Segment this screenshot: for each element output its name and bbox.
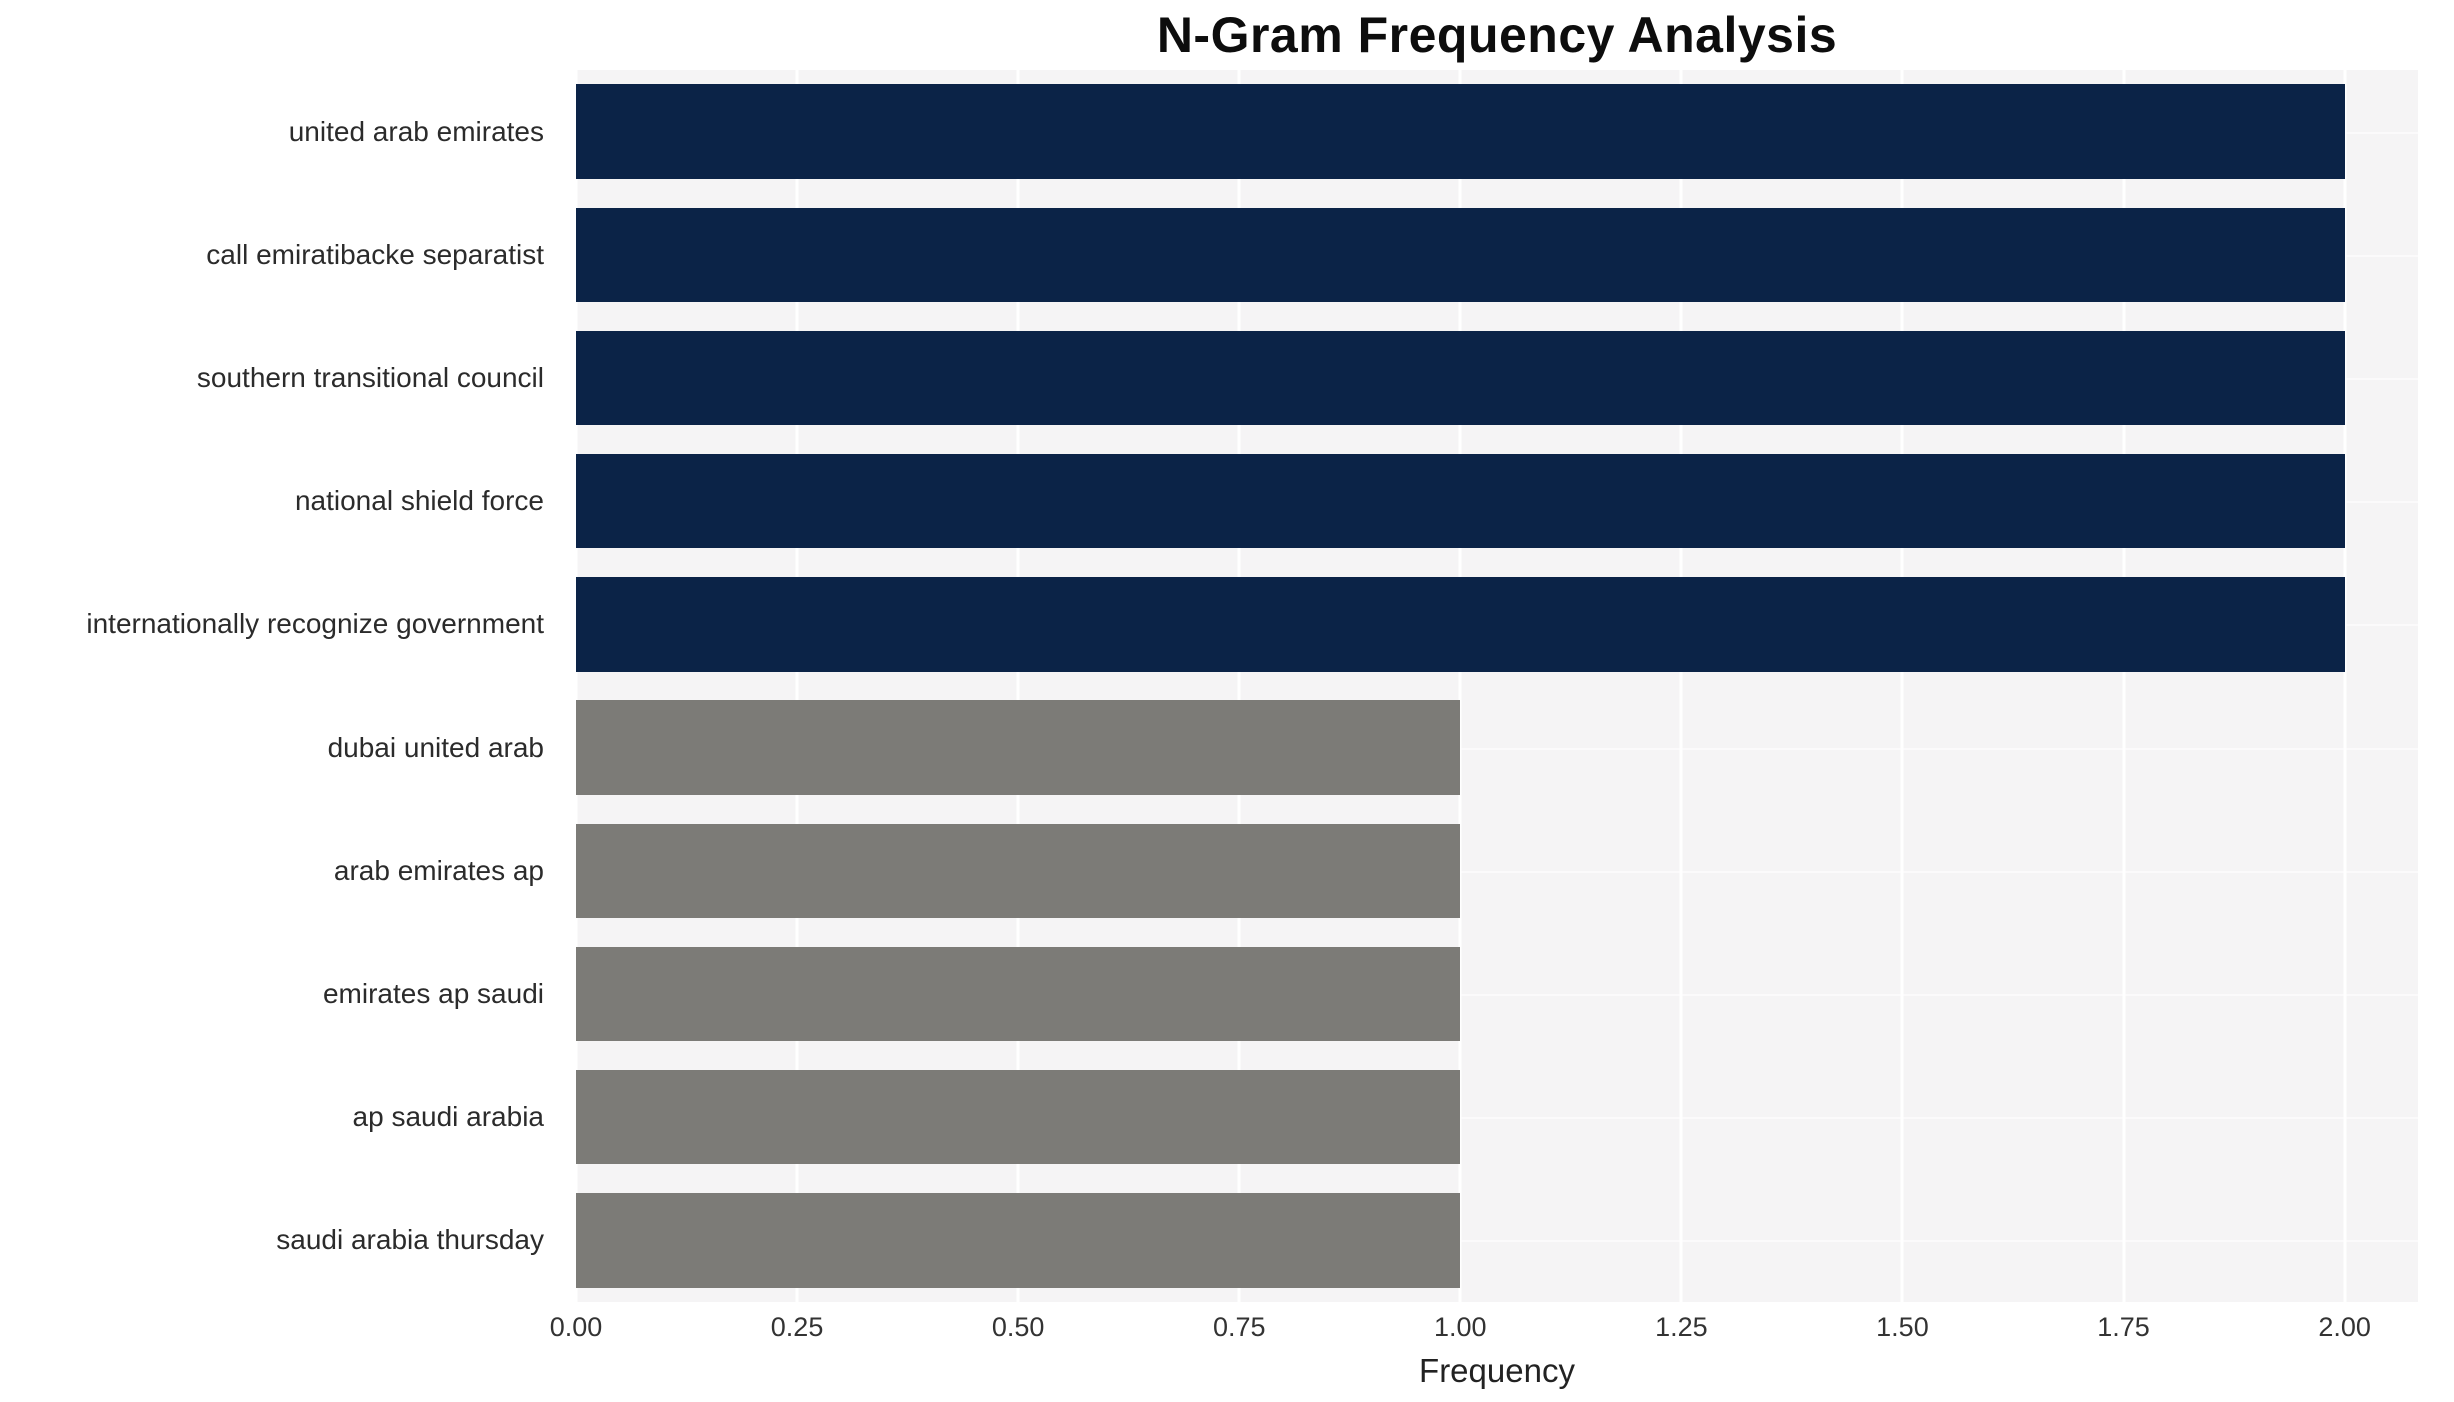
- bar: [576, 330, 2345, 426]
- gridline-vertical: [2343, 70, 2347, 1302]
- y-axis-label: dubai united arab: [327, 731, 544, 763]
- y-axis-label: internationally recognize government: [86, 608, 544, 640]
- y-axis-label: call emiratibacke separatist: [206, 238, 544, 270]
- x-tick-label: 1.50: [1876, 1312, 1929, 1342]
- bar: [576, 700, 1461, 795]
- x-tick-label: 0.75: [1212, 1312, 1266, 1342]
- gridline-vertical: [1900, 70, 1904, 1302]
- x-tick-label: 0.50: [991, 1312, 1045, 1342]
- gridline-horizontal: [576, 1240, 2418, 1243]
- x-tick-label: 1.75: [2097, 1312, 2150, 1342]
- gridline-vertical: [1016, 70, 1020, 1302]
- gridline-vertical: [2122, 70, 2126, 1302]
- bar: [576, 577, 2345, 672]
- gridline-horizontal: [576, 1117, 2418, 1120]
- gridline-horizontal: [576, 870, 2418, 873]
- bar: [576, 454, 2345, 549]
- gridline-vertical: [1679, 70, 1683, 1302]
- gridline-vertical: [574, 70, 578, 1302]
- y-axis-label: southern transitional council: [196, 361, 544, 393]
- y-axis-label: ap saudi arabia: [352, 1101, 544, 1133]
- bar: [576, 84, 2345, 179]
- gridline-horizontal: [576, 994, 2418, 996]
- gridline-vertical: [1237, 70, 1241, 1302]
- plot-area: [574, 70, 2418, 1302]
- bar: [576, 1070, 1461, 1165]
- x-axis-label: Frequency: [1419, 1352, 1575, 1389]
- bar: [576, 823, 1461, 918]
- bar: [576, 1193, 1461, 1288]
- gridline-vertical: [1458, 70, 1462, 1302]
- x-tick-label: 0.00: [549, 1312, 603, 1342]
- y-axis-label: emirates ap saudi: [322, 977, 544, 1009]
- gridline-horizontal: [576, 747, 2418, 750]
- x-tick-label: 2.00: [2318, 1312, 2371, 1342]
- x-tick-label: 0.25: [770, 1312, 824, 1342]
- x-tick-label: 1.00: [1434, 1312, 1487, 1342]
- x-tick-label: 1.25: [1655, 1312, 1708, 1342]
- y-axis-label: saudi arabia thursday: [276, 1224, 544, 1256]
- bar: [576, 207, 2345, 302]
- chart-title: N-Gram Frequency Analysis: [1156, 7, 1838, 63]
- bar: [576, 946, 1461, 1042]
- gridline-vertical: [795, 70, 799, 1302]
- y-axis-labels: united arab emirates call emiratibacke se…: [0, 70, 560, 1302]
- y-axis-label: united arab emirates: [288, 115, 544, 147]
- y-axis-label: national shield force: [294, 485, 544, 517]
- x-axis-ticks: 0.00 0.25 0.50 0.75 1.00 1.25 1.50 1.75 2.00: [550, 1312, 2418, 1348]
- y-axis-label: arab emirates ap: [333, 854, 544, 886]
